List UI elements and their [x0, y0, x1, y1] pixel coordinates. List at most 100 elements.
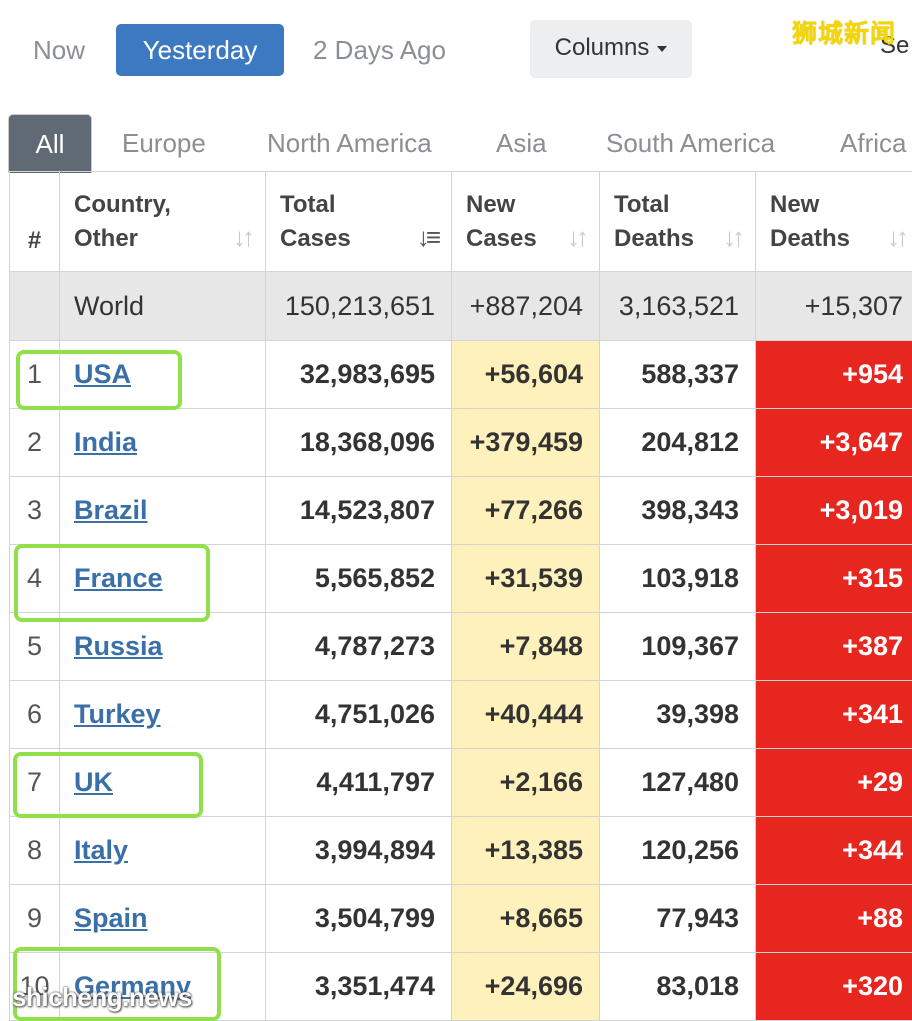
total-deaths-cell: 103,918 [600, 545, 756, 613]
world-row: World 150,213,651 +887,204 3,163,521 +15… [10, 272, 912, 341]
total-deaths-cell: 77,943 [600, 885, 756, 953]
total-deaths-cell: 109,367 [600, 613, 756, 681]
sort-icon[interactable]: ↓↑ [887, 222, 905, 253]
header-country-label: Country, Other [74, 188, 194, 256]
country-cell: Spain [60, 885, 266, 953]
caret-down-icon [657, 46, 667, 52]
new-deaths-cell: +344 [756, 817, 912, 885]
watermark-bottom: shicheng.news [12, 982, 192, 1013]
columns-label: Columns [555, 34, 650, 61]
country-cell: Turkey [60, 681, 266, 749]
country-cell: Russia [60, 613, 266, 681]
yesterday-button[interactable]: Yesterday [116, 24, 284, 76]
header-total-deaths-label: Total Deaths [614, 188, 704, 256]
rank-cell: 8 [10, 817, 60, 885]
world-new-deaths: +15,307 [756, 272, 912, 341]
total-cases-cell: 3,994,894 [266, 817, 452, 885]
highlight-box-france [14, 544, 210, 622]
total-deaths-cell: 39,398 [600, 681, 756, 749]
tab-south-america[interactable]: South America [606, 114, 775, 172]
header-new-deaths[interactable]: New Deaths ↓↑ [756, 172, 912, 272]
new-cases-cell: +8,665 [452, 885, 600, 953]
tab-all[interactable]: All [8, 114, 92, 173]
header-country[interactable]: Country, Other ↓↑ [60, 172, 266, 272]
total-deaths-cell: 588,337 [600, 341, 756, 409]
sort-icon[interactable]: ↓↑ [233, 222, 251, 253]
new-deaths-cell: +3,647 [756, 409, 912, 477]
header-total-cases-label: Total Cases [280, 188, 370, 256]
total-deaths-cell: 120,256 [600, 817, 756, 885]
country-link[interactable]: Turkey [74, 699, 161, 729]
new-cases-cell: +13,385 [452, 817, 600, 885]
total-cases-cell: 18,368,096 [266, 409, 452, 477]
total-cases-cell: 4,411,797 [266, 749, 452, 817]
tab-africa[interactable]: Africa [840, 114, 906, 172]
rank-cell: 3 [10, 477, 60, 545]
new-cases-cell: +40,444 [452, 681, 600, 749]
now-button[interactable]: Now [33, 24, 85, 76]
header-rank-label: # [10, 224, 59, 258]
region-tabs: All Europe North America Asia South Amer… [8, 114, 912, 172]
tab-asia[interactable]: Asia [496, 114, 547, 172]
rank-cell: 2 [10, 409, 60, 477]
new-deaths-cell: +954 [756, 341, 912, 409]
sort-icon[interactable]: ↓↑ [723, 222, 741, 253]
new-deaths-cell: +387 [756, 613, 912, 681]
tab-europe[interactable]: Europe [122, 114, 206, 172]
new-cases-cell: +31,539 [452, 545, 600, 613]
country-link[interactable]: Russia [74, 631, 163, 661]
world-total-deaths: 3,163,521 [600, 272, 756, 341]
header-total-cases[interactable]: Total Cases ↓≡ [266, 172, 452, 272]
new-cases-cell: +2,166 [452, 749, 600, 817]
header-new-cases[interactable]: New Cases ↓↑ [452, 172, 600, 272]
two-days-ago-button[interactable]: 2 Days Ago [313, 24, 446, 76]
sort-descending-icon[interactable]: ↓≡ [417, 222, 437, 253]
country-link[interactable]: India [74, 427, 137, 457]
total-cases-cell: 3,504,799 [266, 885, 452, 953]
rank-cell: 9 [10, 885, 60, 953]
rank-cell: 5 [10, 613, 60, 681]
total-cases-cell: 32,983,695 [266, 341, 452, 409]
table-header-row: # Country, Other ↓↑ Total Cases ↓≡ New Cas… [10, 172, 912, 272]
total-deaths-cell: 83,018 [600, 953, 756, 1021]
country-link[interactable]: Brazil [74, 495, 148, 525]
tab-north-america[interactable]: North America [267, 114, 432, 172]
total-cases-cell: 4,751,026 [266, 681, 452, 749]
columns-dropdown-button[interactable]: Columns [530, 20, 692, 78]
watermark-top: 狮城新闻 [792, 14, 896, 50]
highlight-box-uk [13, 752, 203, 818]
total-deaths-cell: 398,343 [600, 477, 756, 545]
world-new-cases: +887,204 [452, 272, 600, 341]
header-rank: # [10, 172, 60, 272]
total-cases-cell: 4,787,273 [266, 613, 452, 681]
total-cases-cell: 5,565,852 [266, 545, 452, 613]
new-cases-cell: +77,266 [452, 477, 600, 545]
new-cases-cell: +24,696 [452, 953, 600, 1021]
world-rank-cell [10, 272, 60, 341]
sort-icon[interactable]: ↓↑ [567, 222, 585, 253]
highlight-box-usa [16, 350, 182, 410]
header-new-cases-label: New Cases [466, 188, 546, 256]
new-cases-cell: +7,848 [452, 613, 600, 681]
world-label: World [60, 272, 266, 341]
country-link[interactable]: Italy [74, 835, 128, 865]
total-deaths-cell: 204,812 [600, 409, 756, 477]
country-link[interactable]: Spain [74, 903, 148, 933]
country-cell: Brazil [60, 477, 266, 545]
header-new-deaths-label: New Deaths [770, 188, 860, 256]
header-total-deaths[interactable]: Total Deaths ↓↑ [600, 172, 756, 272]
country-cell: Italy [60, 817, 266, 885]
new-cases-cell: +379,459 [452, 409, 600, 477]
new-deaths-cell: +315 [756, 545, 912, 613]
total-deaths-cell: 127,480 [600, 749, 756, 817]
total-cases-cell: 14,523,807 [266, 477, 452, 545]
new-deaths-cell: +88 [756, 885, 912, 953]
world-total-cases: 150,213,651 [266, 272, 452, 341]
new-deaths-cell: +29 [756, 749, 912, 817]
